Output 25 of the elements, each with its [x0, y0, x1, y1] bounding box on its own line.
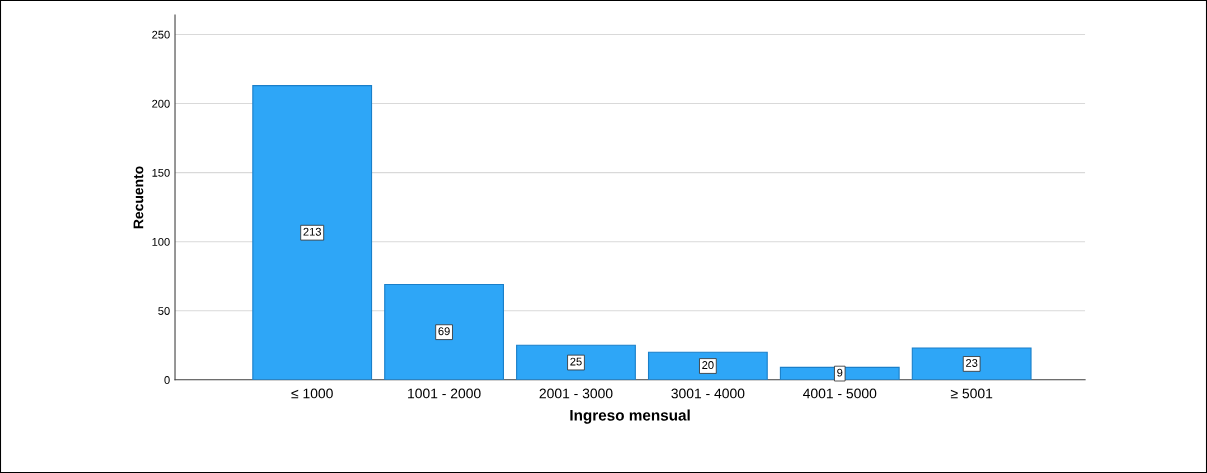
bar — [911, 347, 1032, 380]
data-label: 25 — [570, 357, 582, 366]
x-tick-label: ≤ 1000 — [291, 388, 333, 399]
x-tick-label: 2001 - 3000 — [539, 388, 613, 399]
y-tick-label: 150 — [152, 168, 170, 177]
bar — [384, 283, 504, 380]
y-tick-label: 200 — [152, 99, 170, 108]
y-axis-title: Recuento — [133, 166, 144, 229]
bar — [516, 344, 636, 380]
x-tick-label: 4001 - 5000 — [803, 388, 877, 399]
bar — [647, 351, 768, 380]
y-tick-label: 50 — [158, 307, 170, 315]
data-label: 69 — [438, 327, 450, 336]
data-label: 23 — [966, 359, 978, 367]
x-axis-title: Ingreso mensual — [570, 409, 690, 424]
y-tick-label: 100 — [152, 237, 170, 246]
x-tick-label: 3001 - 4000 — [671, 388, 745, 399]
data-label: 20 — [702, 361, 714, 369]
x-tick-label: 1001 - 2000 — [408, 388, 481, 399]
y-tick-label: 0 — [164, 376, 170, 384]
data-label: 213 — [303, 227, 321, 236]
data-label: 9 — [837, 368, 843, 377]
y-tick-label: 250 — [152, 30, 170, 39]
bar — [252, 85, 373, 380]
x-tick-label: ≥ 5001 — [950, 388, 993, 399]
